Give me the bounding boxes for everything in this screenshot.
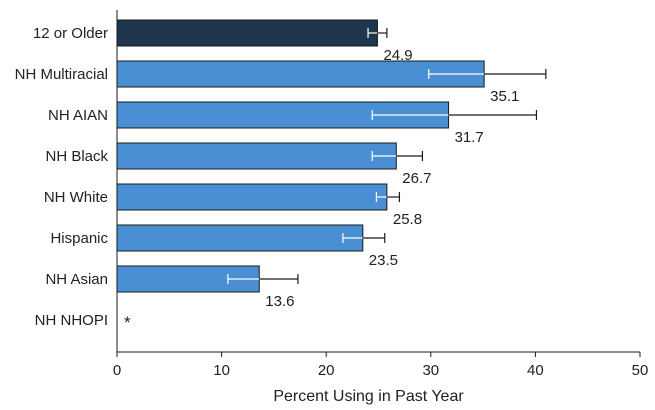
error-bar — [428, 69, 547, 79]
bar — [116, 19, 378, 47]
category-label: NH White — [44, 189, 108, 206]
x-tick-label: 30 — [422, 362, 439, 379]
error-bar — [371, 110, 538, 120]
data-label: 31.7 — [455, 129, 484, 146]
suppressed-marker: * — [124, 313, 131, 332]
error-bar — [227, 274, 299, 284]
x-axis-title: Percent Using in Past Year — [273, 388, 464, 405]
bar — [116, 60, 485, 88]
x-tick-label: 10 — [213, 362, 230, 379]
data-label: 26.7 — [402, 170, 431, 187]
bar — [116, 224, 364, 252]
bar — [116, 142, 397, 170]
error-bar — [367, 28, 388, 38]
bars: 24.9 35.1 31.7 26.7 25.8 23.5 13.6 * — [116, 19, 547, 332]
category-label: NH AIAN — [48, 107, 108, 124]
error-bar — [375, 192, 401, 202]
data-label: 23.5 — [369, 252, 398, 269]
category-label: NH NHOPI — [35, 312, 108, 329]
error-bar — [371, 151, 424, 161]
data-label: 35.1 — [490, 88, 519, 105]
x-axis: 0 10 20 30 40 50 — [113, 10, 649, 379]
category-label: NH Multiracial — [15, 66, 108, 83]
data-label: 24.9 — [383, 47, 412, 64]
category-label: 12 or Older — [33, 25, 108, 42]
category-label: NH Black — [45, 148, 108, 165]
error-bar — [342, 233, 386, 243]
x-tick-label: 0 — [113, 362, 121, 379]
x-tick-label: 50 — [632, 362, 649, 379]
x-tick-label: 40 — [527, 362, 544, 379]
data-label: 13.6 — [265, 293, 294, 310]
category-labels: 12 or Older NH Multiracial NH AIAN NH Black… — [15, 25, 109, 329]
category-label: NH Asian — [45, 271, 108, 288]
bar — [116, 183, 388, 211]
x-tick-label: 20 — [318, 362, 335, 379]
data-label: 25.8 — [393, 211, 422, 228]
category-label: Hispanic — [50, 230, 108, 247]
